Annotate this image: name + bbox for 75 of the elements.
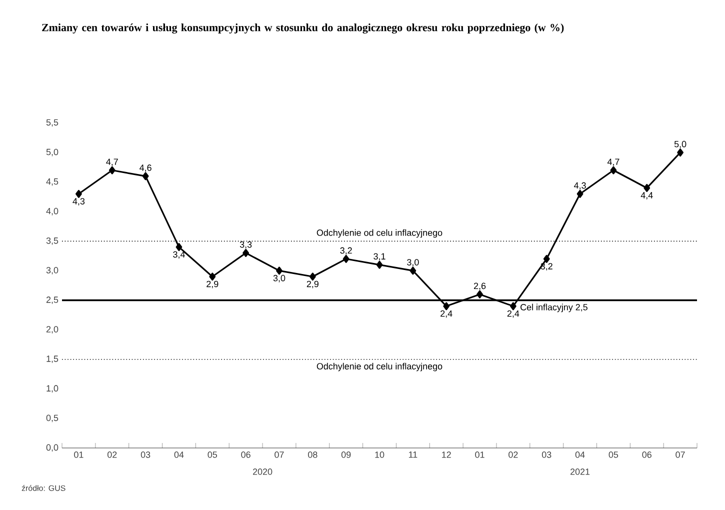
x-tick-label: 07: [274, 452, 284, 458]
point: [644, 184, 650, 192]
data-label: 3,2: [340, 247, 352, 255]
x-tick-label: 07: [676, 452, 685, 458]
data-label: 2,9: [206, 280, 218, 288]
point: [142, 172, 149, 180]
data-label: 3,0: [407, 259, 419, 267]
point: [309, 272, 316, 281]
data-label: 4,3: [574, 182, 586, 190]
x-tick-label: 01: [475, 452, 484, 458]
point: [543, 254, 550, 263]
x-tick-label: 03: [542, 452, 552, 458]
data-label: 4,4: [640, 192, 653, 200]
data-label: 2,6: [474, 282, 486, 290]
point: [276, 266, 282, 275]
chart-title: Zmiany cen towarów i usług konsumpcyjnych w stosunku do analogicznego okresu roku poprzedniego (w %): [42, 24, 564, 34]
data-label: 4,7: [106, 158, 118, 166]
data-label: 3,2: [540, 263, 552, 270]
y-tick-label: 5,5: [46, 119, 58, 127]
x-tick-label: 05: [208, 452, 218, 458]
data-label: 2,4: [440, 310, 452, 318]
x-tick-label: 09: [341, 452, 351, 458]
point: [376, 260, 383, 269]
text: 2021: [570, 468, 590, 475]
x-tick-label: 04: [575, 452, 585, 458]
y-tick-label: 2,5: [46, 296, 58, 304]
x-tick-label: 10: [375, 452, 384, 458]
y-tick-label: 3,0: [46, 267, 58, 274]
y-tick-label: 0,5: [46, 414, 58, 422]
point: [476, 290, 483, 298]
point: [443, 302, 450, 310]
data-label: 2,4: [507, 310, 520, 318]
y-tick-label: 2,0: [46, 326, 58, 334]
y-tick-label: 1,5: [46, 356, 58, 363]
data-label: 3,3: [240, 241, 252, 249]
point: [176, 243, 182, 252]
x-tick-label: 06: [642, 452, 652, 458]
y-tick-label: 4,0: [46, 208, 58, 216]
data-label: 4,6: [140, 164, 152, 172]
data-label: 5,0: [674, 140, 686, 148]
y-tick-label: 1,0: [46, 385, 58, 393]
data-label: 3,1: [374, 253, 386, 261]
data-label: 4,7: [607, 158, 620, 166]
point: [242, 248, 250, 257]
ref-line-label: Odchylenie od celu inflacyjnego: [316, 362, 442, 372]
x-tick-label: 04: [174, 452, 184, 458]
y-tick-label: 4,5: [46, 178, 58, 186]
data-label: 3,4: [173, 251, 185, 259]
y-tick-label: 5,0: [46, 148, 58, 156]
data-label: 3,0: [273, 274, 286, 282]
ref-line-label: Odchylenie od celu inflacyjnego: [316, 229, 442, 238]
point: [410, 266, 416, 275]
data-label: 2,9: [306, 280, 318, 288]
text: 2020: [253, 468, 272, 475]
point: [677, 148, 684, 157]
ref-line-label: Cel inflacyjny 2,5: [520, 304, 588, 312]
x-tick-label: 02: [108, 452, 117, 458]
point: [209, 272, 216, 281]
point: [342, 254, 350, 263]
y-tick-label: 0,0: [46, 444, 58, 452]
point: [108, 166, 116, 174]
point: [76, 190, 82, 198]
x-tick-label: 08: [308, 452, 318, 458]
point: [510, 302, 516, 310]
x-tick-label: 02: [508, 452, 518, 458]
x-tick-label: 05: [608, 452, 618, 458]
y-tick-label: 3,5: [46, 237, 58, 245]
point: [610, 166, 617, 174]
x-tick-label: 03: [140, 452, 150, 458]
x-tick-label: 06: [241, 452, 250, 458]
x-tick-label: 12: [442, 452, 451, 458]
x-tick-label: 11: [408, 452, 418, 458]
x-tick-label: 01: [74, 452, 84, 458]
point: [576, 190, 584, 198]
data-label: 4,3: [72, 198, 85, 206]
